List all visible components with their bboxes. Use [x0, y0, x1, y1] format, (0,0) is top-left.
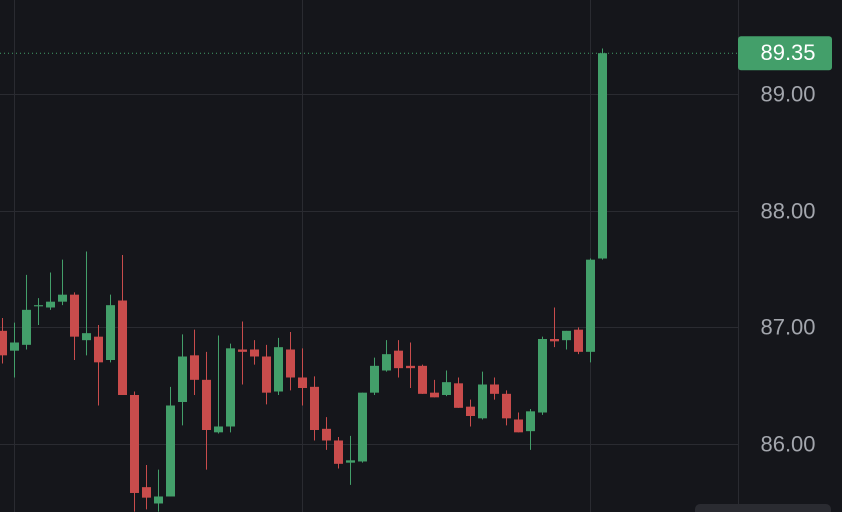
candle-body [190, 355, 199, 380]
candle-body [550, 339, 559, 342]
candle-body [430, 392, 439, 398]
last-price-badge [738, 36, 832, 71]
candle-body [142, 487, 151, 498]
y-tick-label: 86.00 [760, 431, 815, 456]
candle-body [226, 348, 235, 427]
last-price-label: 89.35 [760, 40, 815, 65]
candle-body [94, 336, 103, 363]
candle-body [490, 384, 499, 394]
candle-body [310, 386, 319, 430]
candle-body [394, 350, 403, 369]
candle-body [298, 377, 307, 388]
candle-body [454, 383, 463, 408]
candle-body [514, 419, 523, 433]
candle-body [202, 379, 211, 430]
candle-body [322, 428, 331, 441]
plot-area [0, 48, 607, 512]
candle-body [586, 259, 595, 352]
candle-body [106, 305, 115, 360]
candle-body [598, 53, 607, 259]
candle-body [82, 333, 91, 341]
candle-body [478, 384, 487, 419]
y-tick-label: 89.00 [760, 81, 815, 106]
candle-body [0, 330, 7, 356]
candle-body [562, 330, 571, 341]
candle-body [118, 300, 127, 395]
y-tick-label: 88.00 [760, 198, 815, 223]
candle-body [262, 356, 271, 393]
vertical-grid [14, 0, 591, 512]
candle-body [154, 496, 163, 504]
candle-body [334, 440, 343, 464]
candle-body [46, 301, 55, 308]
candle-body [22, 309, 31, 345]
price-axis: 86.00 87.00 88.00 89.00 89.35 [738, 36, 832, 456]
candle-body [166, 405, 175, 497]
candle-body [370, 365, 379, 393]
candle-body [70, 294, 79, 337]
candle-body [58, 294, 67, 302]
candle-body [538, 339, 547, 413]
candle-body [526, 411, 535, 432]
candle-body [34, 305, 43, 307]
candle-body [238, 349, 247, 352]
candle-body [214, 426, 223, 433]
candle-body [502, 393, 511, 419]
candle-body [286, 349, 295, 378]
candle-body [418, 365, 427, 394]
candle-body [250, 349, 259, 357]
candle-body [406, 365, 415, 369]
candle-body [274, 347, 283, 392]
candle-body [346, 460, 355, 463]
candle-body [10, 342, 19, 351]
toolbar-button[interactable] [695, 504, 831, 512]
candle-body [178, 356, 187, 402]
candle-body [442, 382, 451, 395]
candle-body [574, 329, 583, 352]
y-tick-label: 87.00 [760, 314, 815, 339]
candle-body [466, 406, 475, 416]
candle-body [382, 354, 391, 371]
candle-body [358, 392, 367, 462]
candle-body [130, 394, 139, 493]
